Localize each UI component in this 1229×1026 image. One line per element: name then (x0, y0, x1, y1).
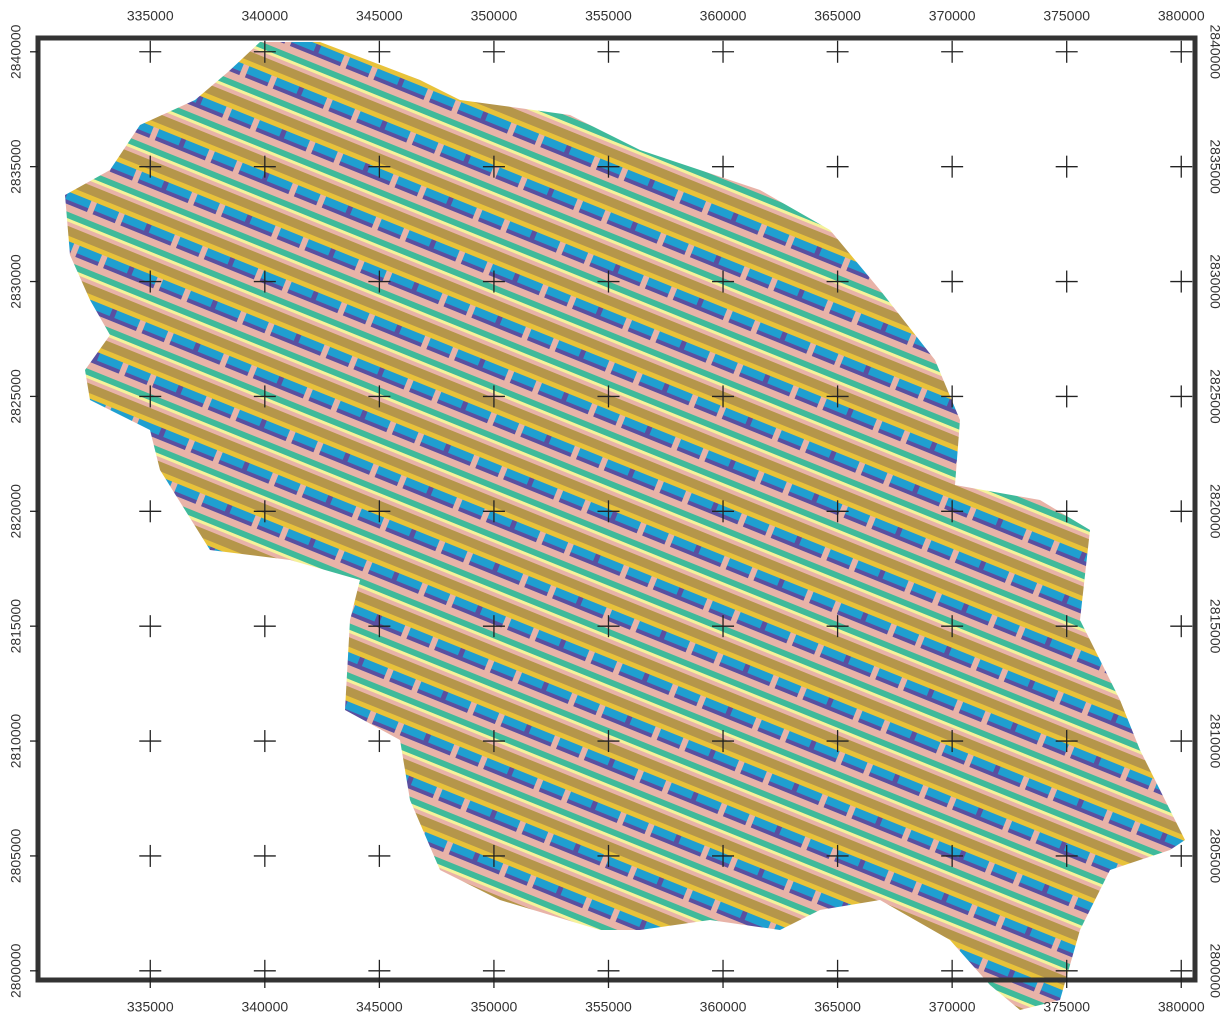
x-tick-label-top: 375000 (1043, 8, 1090, 24)
x-tick-label-bottom: 365000 (814, 999, 861, 1015)
y-tick-label-left: 2800000 (8, 943, 24, 998)
y-tick-label-left: 2830000 (8, 254, 24, 309)
x-tick-label-bottom: 350000 (471, 999, 518, 1015)
y-tick-label-right: 2820000 (1207, 484, 1223, 539)
x-tick-label-bottom: 370000 (929, 999, 976, 1015)
y-tick-label-right: 2810000 (1207, 714, 1223, 769)
x-tick-label-top: 355000 (585, 8, 632, 24)
x-tick-label-bottom: 340000 (241, 999, 288, 1015)
x-tick-label-bottom: 345000 (356, 999, 403, 1015)
y-tick-label-left: 2825000 (8, 369, 24, 424)
map: 335000 335000 340000 340000 345000 345000 3500… (0, 0, 1229, 1026)
y-tick-label-right: 2805000 (1207, 829, 1223, 884)
y-tick-label-left: 2820000 (8, 484, 24, 539)
terrain-region (65, 42, 1185, 1010)
x-tick-label-bottom: 335000 (127, 999, 174, 1015)
x-tick-label-top: 350000 (471, 8, 518, 24)
x-tick-label-bottom: 380000 (1158, 999, 1205, 1015)
x-tick-label-top: 370000 (929, 8, 976, 24)
y-tick-label-right: 2825000 (1207, 369, 1223, 424)
y-tick-label-left: 2840000 (8, 24, 24, 79)
y-tick-label-right: 2800000 (1207, 944, 1223, 999)
x-tick-label-top: 340000 (241, 8, 288, 24)
y-tick-label-left: 2835000 (8, 139, 24, 194)
x-tick-label-top: 335000 (127, 8, 174, 24)
y-tick-label-left: 2805000 (8, 828, 24, 883)
y-tick-label-left: 2815000 (8, 599, 24, 654)
y-tick-label-right: 2835000 (1207, 139, 1223, 194)
x-tick-label-bottom: 355000 (585, 999, 632, 1015)
y-tick-label-right: 2840000 (1207, 25, 1223, 80)
x-tick-label-bottom: 375000 (1043, 999, 1090, 1015)
x-tick-label-top: 360000 (700, 8, 747, 24)
y-tick-label-left: 2810000 (8, 714, 24, 769)
y-tick-label-right: 2815000 (1207, 599, 1223, 654)
x-tick-label-top: 365000 (814, 8, 861, 24)
y-tick-label-right: 2830000 (1207, 254, 1223, 309)
x-tick-label-top: 380000 (1158, 8, 1205, 24)
x-tick-label-top: 345000 (356, 8, 403, 24)
x-tick-label-bottom: 360000 (700, 999, 747, 1015)
